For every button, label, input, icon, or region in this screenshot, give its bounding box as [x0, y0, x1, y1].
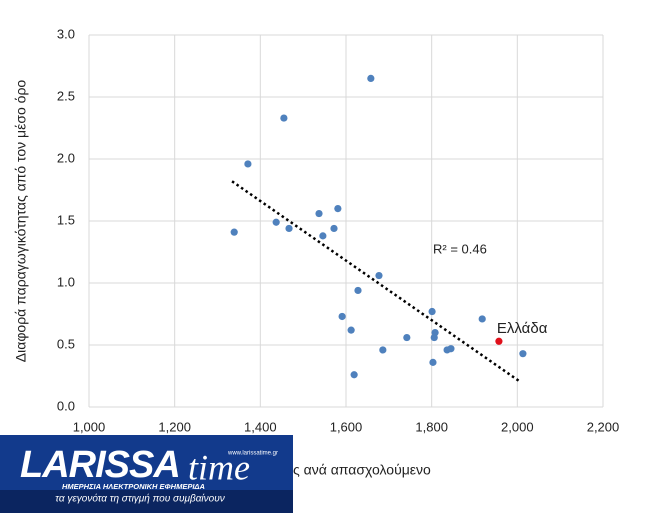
x-tick-label: 1,000: [73, 419, 106, 434]
point: [334, 205, 342, 213]
point: [367, 74, 375, 82]
point: [244, 160, 252, 168]
point: [375, 271, 383, 280]
point: [403, 333, 411, 342]
x-tick-label: 2,200: [587, 419, 620, 434]
point: [319, 232, 327, 240]
x-tick-label: 1,400: [244, 419, 277, 434]
point: [315, 209, 323, 218]
logo-band: [0, 490, 293, 513]
point: [285, 224, 293, 233]
y-tick-label: 0.5: [57, 336, 75, 351]
logo-name: LARISSA: [20, 444, 180, 486]
y-tick-label: 1.5: [57, 212, 75, 227]
x-tick-label: 2,000: [501, 419, 534, 434]
logo-tagline: ΗΜΕΡΗΣΙΑ ΗΛΕΚΤΡΟΝΙΚΗ ΕΦΗΜΕΡΙΔΑ: [62, 482, 205, 491]
x-tick-label: 1,200: [158, 419, 191, 434]
point: [430, 333, 438, 342]
point: [429, 358, 437, 366]
logo-slogan: τα γεγονότα τη στιγμή που συμβαίνουν: [55, 493, 224, 505]
point: [330, 224, 338, 233]
point-label: Ελλάδα: [497, 320, 548, 337]
trendline: [231, 180, 520, 382]
point: [447, 345, 455, 353]
point: [350, 371, 358, 379]
point: [428, 307, 436, 316]
point: [272, 218, 280, 226]
y-tick-label: 0.0: [57, 398, 75, 413]
point: [495, 337, 503, 345]
point: [379, 346, 387, 354]
x-axis-label: ς ανά απασχολούμενο: [293, 462, 431, 478]
point: [230, 228, 238, 236]
x-tick-label: 1,800: [415, 419, 448, 434]
point: [338, 312, 346, 321]
y-tick-label: 2.5: [57, 88, 75, 103]
logo-name-time: time: [188, 447, 250, 487]
y-tick-label: 2.0: [57, 150, 75, 165]
y-tick-label: 1.0: [57, 274, 75, 289]
point: [478, 315, 486, 323]
y-tick-label: 3.0: [57, 26, 75, 41]
logo: LARISSA time www.larissatime.gr ΗΜΕΡΗΣΙΑ…: [0, 435, 293, 513]
logo-url: www.larissatime.gr: [227, 451, 278, 457]
point: [354, 286, 362, 295]
y-axis-label: Διαφορά παραγωγικότητας από τον μέσο όρο: [13, 80, 29, 363]
point: [347, 326, 355, 334]
point: [519, 350, 527, 358]
x-tick-label: 1,600: [330, 419, 363, 434]
point: [280, 114, 288, 122]
trendline-annotation: R² = 0.46: [433, 241, 487, 256]
